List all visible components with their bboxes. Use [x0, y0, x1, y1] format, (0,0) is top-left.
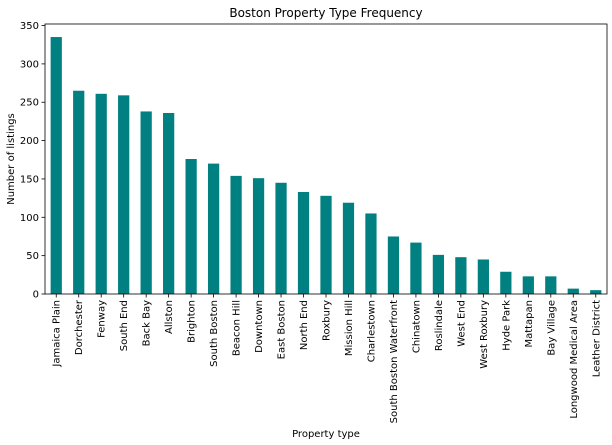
y-tick-label: 150	[20, 174, 39, 185]
bar-jamaica-plain	[50, 37, 62, 295]
bar-leather-district	[590, 290, 602, 294]
x-tick-label: East Boston	[277, 300, 288, 359]
bar-allston	[163, 112, 175, 295]
y-tick-label: 300	[20, 59, 39, 70]
bar-west-end	[455, 257, 467, 294]
y-tick-label: 50	[26, 251, 39, 262]
x-tick-label: North End	[299, 300, 310, 350]
x-tick-label: Hyde Park	[501, 300, 512, 351]
bar-south-end	[118, 95, 130, 294]
x-tick-label: Back Bay	[142, 300, 153, 346]
y-tick-label: 250	[20, 98, 39, 109]
bar-back-bay	[140, 111, 152, 295]
x-tick-label: Allston	[164, 300, 175, 334]
bar-south-boston	[207, 163, 220, 294]
x-tick-label: Downtown	[254, 300, 265, 353]
x-tick-label: Dorchester	[74, 299, 85, 355]
bar-south-boston-waterfront	[387, 236, 400, 294]
y-tick-label: 0	[33, 290, 39, 301]
x-tick-label: Charlestown	[366, 300, 377, 362]
bar-roxbury	[320, 195, 332, 294]
x-axis-label: Property type	[292, 429, 360, 440]
x-tick-label: Bay Village	[546, 300, 557, 356]
bar-fenway	[95, 93, 107, 294]
x-tick-label: Beacon Hill	[232, 300, 243, 356]
plot-frame	[44, 23, 608, 295]
x-axis-ticks: Jamaica Plain Dorchester Fenway South End Ba…	[52, 294, 602, 423]
x-tick-label: Brighton	[187, 300, 198, 343]
y-tick-label: 200	[20, 136, 39, 147]
x-tick-label: South Boston	[209, 300, 220, 367]
x-tick-label: South Boston Waterfront	[389, 300, 400, 423]
bar-brighton	[185, 159, 197, 294]
bar-dorchester	[73, 90, 85, 294]
bars-group	[50, 37, 602, 295]
y-tick-label: 350	[20, 21, 39, 32]
chart-title: Boston Property Type Frequency	[229, 6, 422, 20]
bar-longwood-medical-area	[567, 288, 579, 294]
x-tick-label: Jamaica Plain	[52, 300, 63, 368]
x-tick-label: Roslindale	[434, 300, 445, 351]
bar-downtown	[252, 178, 265, 294]
bar-west-roxbury	[477, 259, 489, 294]
x-tick-label: West End	[456, 300, 467, 347]
x-tick-label: Longwood Medical Area	[569, 300, 580, 419]
bar-north-end	[297, 191, 310, 294]
bar-mattapan	[522, 276, 534, 294]
x-tick-label: Chinatown	[411, 300, 422, 353]
y-axis-ticks: 0 50 100 150 200 250 300 350	[20, 21, 45, 301]
y-tick-label: 100	[20, 213, 39, 224]
bar-bay-village	[545, 276, 557, 294]
bar-hyde-park	[500, 271, 512, 294]
x-tick-label: West Roxbury	[479, 300, 490, 369]
x-tick-label: Mattapan	[524, 300, 535, 348]
x-tick-label: Mission Hill	[344, 300, 355, 356]
x-tick-label: South End	[119, 300, 130, 351]
bar-charlestown	[365, 213, 377, 294]
x-tick-label: Leather District	[591, 300, 602, 377]
y-axis-label: Number of listings	[6, 113, 17, 205]
x-tick-label: Roxbury	[322, 300, 333, 341]
bar-beacon-hill	[230, 175, 242, 294]
bar-east-boston	[275, 182, 287, 294]
bar-roslindale	[432, 254, 445, 294]
x-tick-label: Fenway	[97, 300, 108, 338]
bar-chinatown	[410, 242, 422, 294]
bar-mission-hill	[342, 202, 355, 294]
